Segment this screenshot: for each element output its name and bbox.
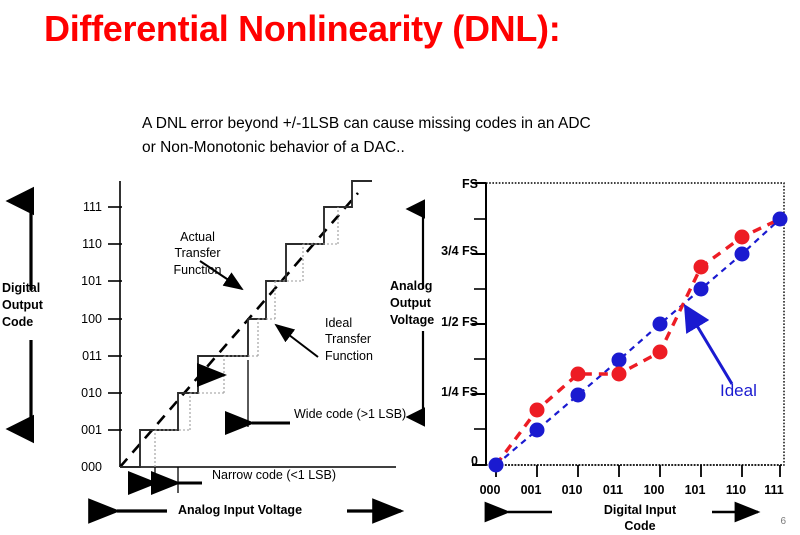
ideal-series-line [495, 218, 781, 466]
x-tick-label-011: 011 [602, 483, 624, 497]
ideal-transfer-function-label: Ideal Transfer Function [325, 315, 425, 364]
narrow-code-label: Narrow code (<1 LSB) [212, 468, 337, 482]
y-tick-label-011: 011 [82, 349, 102, 363]
right-y-tick-12fs: 1/2 FS [441, 315, 478, 329]
actual-transfer-line-2: Transfer [174, 246, 221, 261]
right-x-axis-label-line-2: Code [624, 518, 656, 533]
y-tick-label-000: 000 [81, 460, 102, 474]
dac-output-chart: Analog Output Voltage FS 3/4 FS 1/2 FS 1… [390, 175, 800, 535]
right-y-axis-label-line-2: Output [390, 295, 431, 310]
ideal-legend-label: Ideal [720, 381, 757, 400]
x-tick-label-110: 110 [725, 483, 747, 497]
y-tick-label-100: 100 [81, 312, 102, 326]
ideal-transfer-line-2: Transfer [325, 332, 372, 347]
x-tick-label-010: 010 [561, 483, 583, 497]
actual-transfer-line-3: Function [173, 262, 222, 277]
y-tick-label-111: 111 [82, 200, 102, 214]
right-y-tick-34fs: 3/4 FS [441, 244, 478, 258]
analog-output-voltage-label: Analog Output Voltage [390, 278, 460, 329]
x-tick-label-101: 101 [684, 483, 706, 497]
digital-input-code-label: Digital Input Code [565, 503, 715, 534]
right-y-axis-label-line-1: Analog [390, 279, 433, 293]
digital-input-code-arrows [484, 501, 761, 523]
analog-input-voltage-arrows [88, 498, 405, 524]
right-y-tick-14fs: 1/4 FS [441, 385, 478, 399]
page-number: 6 [780, 516, 786, 527]
y-tick-label-010: 010 [81, 386, 102, 400]
x-tick-label-001: 001 [520, 483, 542, 497]
x-tick-label-100: 100 [643, 483, 665, 497]
transfer-function-plot [108, 180, 396, 495]
adc-transfer-function-diagram: Digital Output Code 111 110 101 100 011 … [0, 175, 450, 535]
right-y-tick-fs: FS [462, 177, 478, 191]
intro-line-1: A DNL error beyond +/-1LSB can cause mis… [142, 115, 591, 132]
y-tick-label-001: 001 [81, 423, 102, 437]
digital-output-code-axis-arrow [5, 186, 35, 444]
actual-series-markers [529, 229, 750, 418]
y-axis-label-line-2: Output [2, 297, 43, 312]
right-x-axis-label-line-1: Digital Input [603, 503, 677, 517]
ideal-series-markers [488, 211, 788, 473]
page-title: Differential Nonlinearity (DNL): [44, 8, 561, 49]
wide-code-label: Wide code (>1 LSB) [294, 407, 407, 421]
ideal-transfer-line-1: Ideal [325, 316, 353, 330]
x-tick-label-111: 111 [764, 483, 784, 497]
y-tick-label-101: 101 [81, 274, 102, 288]
ideal-callout-arrow [683, 303, 734, 385]
intro-paragraph: A DNL error beyond +/-1LSB can cause mis… [142, 112, 742, 160]
ideal-transfer-line-3: Function [325, 348, 373, 363]
y-tick-label-110: 110 [82, 237, 102, 251]
y-axis-label-line-3: Code [2, 314, 34, 329]
actual-transfer-function-label: Actual Transfer Function [150, 229, 245, 278]
intro-line-2: or Non-Monotonic behavior of a DAC.. [142, 139, 405, 157]
actual-transfer-line-1: Actual [180, 230, 215, 244]
dac-plot-area [472, 182, 788, 477]
y-axis-label-line-1: Digital [2, 281, 41, 295]
right-y-axis-label-line-3: Voltage [390, 312, 435, 327]
digital-output-code-label: Digital Output Code [2, 280, 64, 331]
x-tick-label-000: 000 [479, 483, 501, 497]
right-y-tick-0: 0 [471, 454, 478, 468]
analog-input-voltage-label: Analog Input Voltage [177, 503, 303, 517]
analog-output-voltage-axis-arrow [405, 199, 426, 427]
